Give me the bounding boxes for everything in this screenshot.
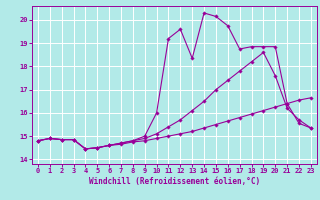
X-axis label: Windchill (Refroidissement éolien,°C): Windchill (Refroidissement éolien,°C) [89, 177, 260, 186]
